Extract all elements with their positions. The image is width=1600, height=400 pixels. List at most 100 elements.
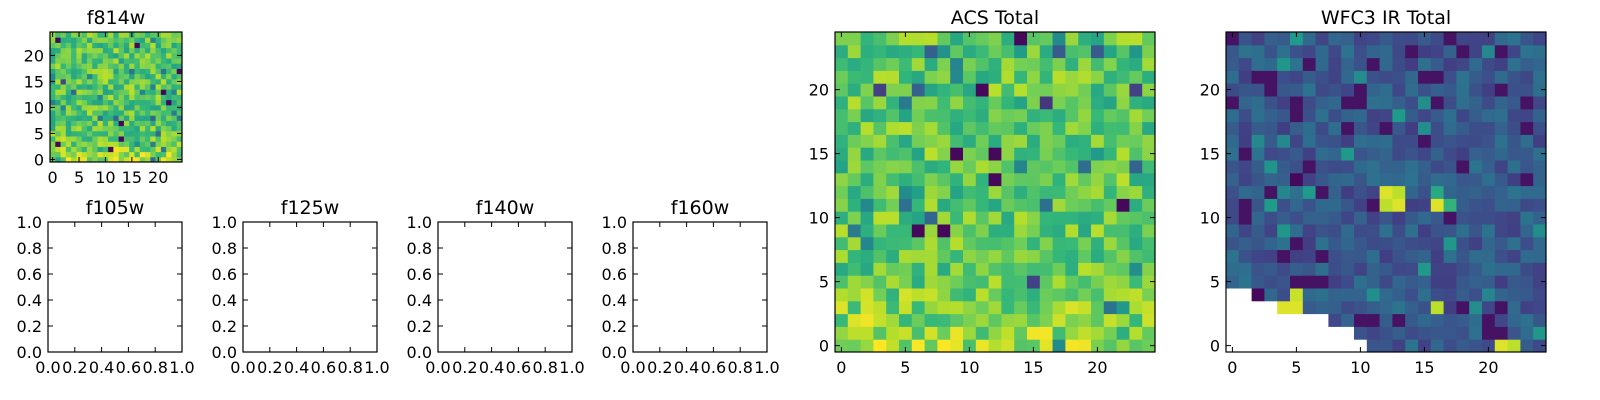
heatmap-cell [950,249,964,263]
heatmap-cell [1520,70,1534,84]
heatmap-cell [1341,236,1355,251]
heatmap-cell [1482,236,1496,251]
heatmap-cell [150,94,157,101]
heatmap-cell [81,42,88,49]
heatmap-cell [76,120,83,127]
heatmap-cell [1533,224,1547,238]
heatmap-cell [60,63,67,69]
heatmap-cell [71,78,77,85]
heatmap-cell [1014,70,1028,84]
x-tick-label: 20 [1087,358,1107,377]
heatmap-cell [123,37,130,43]
heatmap-cell [911,313,926,327]
heatmap-cell [108,136,114,142]
heatmap-cell [160,78,167,85]
heatmap-cell [1430,224,1445,238]
heatmap-cell [1103,300,1118,315]
heatmap-cell [1366,172,1381,187]
heatmap-cell [1290,185,1304,199]
heatmap-cell [1014,326,1028,340]
panel-title: ACS Total [951,7,1039,29]
heatmap-cell [899,198,913,212]
heatmap-cell [134,125,141,132]
x-tick-label: 0.2 [62,358,87,377]
heatmap-cell [1405,288,1419,302]
heatmap-cell [886,185,900,199]
heatmap-cell [118,136,125,142]
heatmap-cell [1443,108,1457,123]
heatmap-cell [145,94,151,101]
heatmap-cell [166,120,172,127]
panel-title: f125w [281,197,340,219]
heatmap-cell [1014,262,1028,276]
heatmap-cell [129,115,135,121]
heatmap-cell [924,172,938,187]
heatmap-cell [886,262,900,276]
heatmap-cell [86,42,93,49]
heatmap-cell [150,125,157,132]
heatmap-cell [1238,57,1253,71]
heatmap-cell [1366,147,1381,161]
heatmap-cell [1238,83,1253,97]
heatmap-cell [937,262,951,276]
heatmap-cell [1520,198,1534,212]
heatmap-cell [899,224,913,238]
heatmap-cell [886,198,900,212]
heatmap-cell [60,141,67,147]
heatmap-cell [1482,211,1496,225]
heatmap-cell [975,32,990,46]
heatmap-cell [1366,160,1381,174]
heatmap-cell [150,78,157,85]
heatmap-cell [1302,300,1317,315]
y-tick-label: 0.6 [602,265,627,284]
heatmap-cell [950,275,964,289]
heatmap-cell [1078,313,1092,327]
heatmap-cell [924,70,938,84]
heatmap-cell [835,57,849,71]
heatmap-cell [1469,288,1483,302]
heatmap-cell [123,125,130,132]
heatmap-cell [1405,339,1419,353]
heatmap-cell [1443,44,1457,59]
heatmap-cell [1469,198,1483,212]
heatmap-cell [975,326,990,340]
heatmap-cell [873,121,887,135]
heatmap-cell [1418,121,1432,135]
heatmap-cell [1379,147,1393,161]
heatmap-cell [1430,185,1445,199]
heatmap-cell [1103,147,1118,161]
y-tick-label: 0.8 [407,239,432,258]
heatmap-cell [1520,288,1534,302]
heatmap-cell [86,32,93,38]
heatmap-cell [1354,83,1368,97]
heatmap-cell [835,211,849,225]
heatmap-cell [1039,32,1054,46]
heatmap-cell [1116,275,1130,289]
heatmap-cell [155,141,162,147]
heatmap-cell [1091,121,1105,135]
heatmap-cell [1091,275,1105,289]
heatmap-cell [166,115,172,121]
heatmap-cell [145,37,151,43]
heatmap-cell [1341,83,1355,97]
heatmap-cell [1494,185,1509,199]
heatmap-cell [1443,57,1457,71]
heatmap-cell [899,121,913,135]
heatmap-cell [1469,32,1483,46]
heatmap-cell [1251,224,1265,238]
heatmap-cell [1354,121,1368,135]
heatmap-cell [155,58,162,64]
heatmap-cell [1052,224,1066,238]
heatmap-cell [1482,313,1496,327]
heatmap-cell [166,94,172,101]
heatmap-cell [1014,224,1028,238]
heatmap-cell [50,136,56,142]
heatmap-cell [1027,134,1041,148]
heatmap-cell [1520,108,1534,123]
y-tick-label: 0.4 [602,291,627,310]
heatmap-cell [975,70,990,84]
heatmap-cell [1014,249,1028,263]
heatmap-cell [835,275,849,289]
heatmap-cell [123,136,130,142]
heatmap-cell [1392,198,1406,212]
